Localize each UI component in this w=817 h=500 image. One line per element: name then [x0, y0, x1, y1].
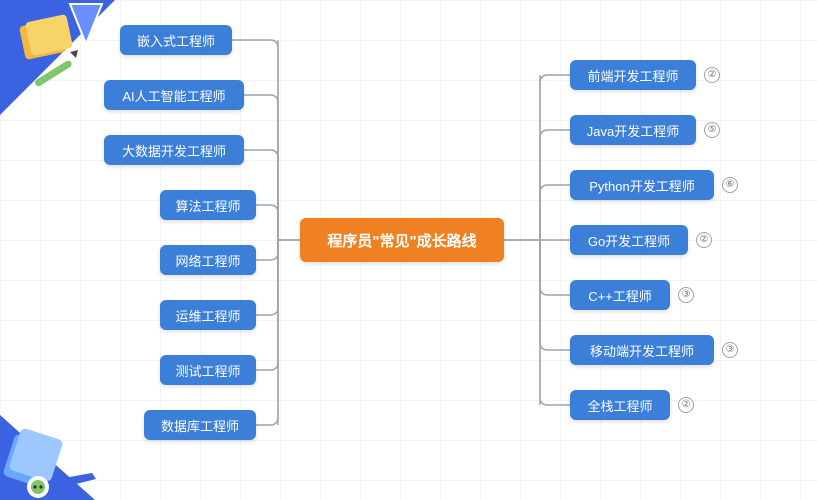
- right-node-mobile: 移动端开发工程师: [570, 335, 714, 365]
- node-label: 全栈工程师: [587, 396, 652, 415]
- badge-cpp: ③: [678, 287, 694, 303]
- badge-frontend: ②: [704, 67, 720, 83]
- center-node: 程序员"常见"成长路线: [300, 218, 504, 262]
- right-node-frontend: 前端开发工程师: [570, 60, 696, 90]
- right-node-python: Python开发工程师: [570, 170, 714, 200]
- node-label: AI人工智能工程师: [122, 86, 225, 105]
- node-label: Python开发工程师: [589, 176, 694, 195]
- left-node-ops: 运维工程师: [160, 300, 256, 330]
- node-label: 测试工程师: [175, 361, 240, 380]
- left-node-db: 数据库工程师: [144, 410, 256, 440]
- badge-java: ⑤: [704, 122, 720, 138]
- decor-bottom-left: [0, 405, 110, 500]
- node-label: 网络工程师: [175, 251, 240, 270]
- node-label: 嵌入式工程师: [137, 31, 215, 50]
- node-label: Java开发工程师: [587, 121, 679, 140]
- left-node-bigdata: 大数据开发工程师: [104, 135, 244, 165]
- decor-top-left: [0, 0, 115, 115]
- mindmap-stage: 程序员"常见"成长路线 嵌入式工程师 AI人工智能工程师大数据开发工程师算法工程师…: [0, 0, 817, 500]
- node-label: C++工程师: [588, 286, 652, 305]
- node-label: 运维工程师: [175, 306, 240, 325]
- node-label: 大数据开发工程师: [122, 141, 226, 160]
- left-node-test: 测试工程师: [160, 355, 256, 385]
- left-node-embedded: 嵌入式工程师: [120, 25, 232, 55]
- node-label: 算法工程师: [175, 196, 240, 215]
- node-label: 数据库工程师: [161, 416, 239, 435]
- node-label: Go开发工程师: [588, 231, 670, 250]
- badge-fullstack: ②: [678, 397, 694, 413]
- right-node-java: Java开发工程师: [570, 115, 696, 145]
- left-node-network: 网络工程师: [160, 245, 256, 275]
- badge-python: ⑥: [722, 177, 738, 193]
- node-label: 移动端开发工程师: [590, 341, 694, 360]
- left-node-ai: AI人工智能工程师: [104, 80, 244, 110]
- center-node-label: 程序员"常见"成长路线: [327, 230, 476, 251]
- badge-mobile: ③: [722, 342, 738, 358]
- right-node-cpp: C++工程师: [570, 280, 670, 310]
- right-node-go: Go开发工程师: [570, 225, 688, 255]
- right-node-fullstack: 全栈工程师: [570, 390, 670, 420]
- left-node-algo: 算法工程师: [160, 190, 256, 220]
- badge-go: ②: [696, 232, 712, 248]
- node-label: 前端开发工程师: [587, 66, 678, 85]
